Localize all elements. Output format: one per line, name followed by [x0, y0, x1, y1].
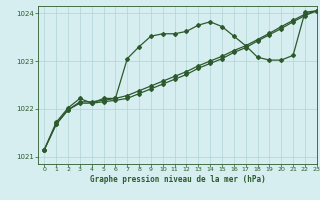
X-axis label: Graphe pression niveau de la mer (hPa): Graphe pression niveau de la mer (hPa) — [90, 175, 266, 184]
